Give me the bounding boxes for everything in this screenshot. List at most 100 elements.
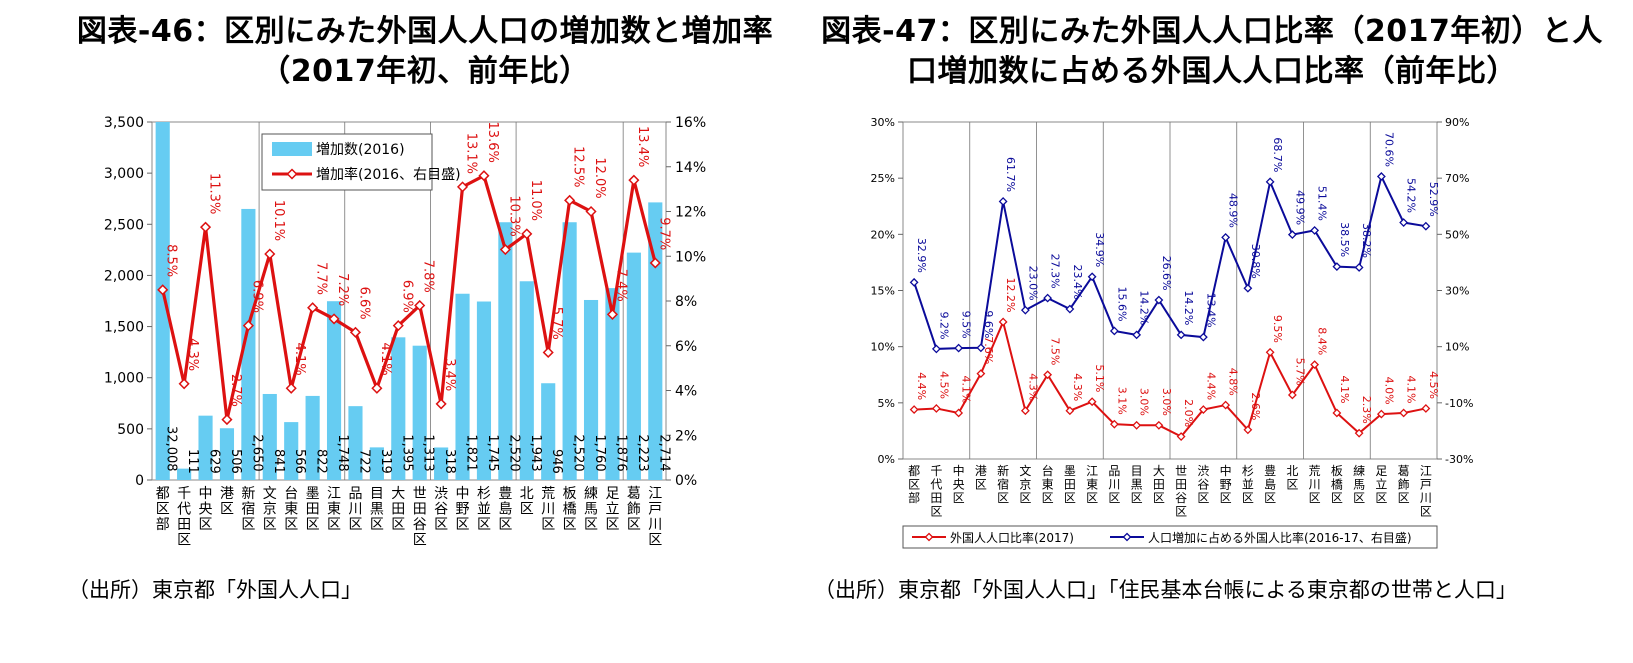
right-axis-tick-label: 16% bbox=[675, 115, 706, 131]
category-label: 代 bbox=[930, 478, 942, 492]
category-label: 区 bbox=[456, 517, 470, 533]
bar-value-label: 1,876 bbox=[613, 434, 628, 471]
growth-rate-label: 10.1% bbox=[271, 200, 286, 241]
growth-rate-point bbox=[628, 174, 640, 186]
category-label: 島 bbox=[1264, 477, 1276, 492]
foreign-ratio-point bbox=[1265, 347, 1275, 357]
growth-rate-label: 7.8% bbox=[421, 260, 436, 293]
category-label: 豊 bbox=[498, 486, 512, 502]
right-axis-tick-label: 30% bbox=[1445, 285, 1469, 298]
bar-value-label: 629 bbox=[207, 449, 222, 474]
category-label: 区 bbox=[156, 502, 170, 518]
category-label: 中 bbox=[953, 463, 965, 478]
growth-rate-point bbox=[564, 194, 576, 206]
bar bbox=[583, 299, 599, 480]
category-label: 板 bbox=[1331, 464, 1343, 478]
increase-share-point bbox=[1354, 263, 1364, 272]
foreign-ratio-point bbox=[976, 369, 986, 379]
foreign-ratio-point bbox=[1399, 408, 1409, 418]
bar-value-label: 1,821 bbox=[464, 434, 479, 471]
increase-share-label: 9.6% bbox=[982, 310, 995, 338]
left-axis-tick-label: 30% bbox=[871, 116, 895, 129]
category-label: 区 bbox=[584, 517, 598, 533]
left-axis-tick-label: 3,500 bbox=[104, 115, 144, 131]
category-label: 港 bbox=[220, 486, 234, 502]
category-label: 練 bbox=[1353, 464, 1365, 478]
left-axis-tick-label: 10% bbox=[871, 341, 895, 354]
bar bbox=[219, 428, 235, 480]
foreign-ratio-label: 3.0% bbox=[1160, 388, 1173, 416]
increase-share-point bbox=[1132, 330, 1142, 340]
category-label: 馬 bbox=[584, 502, 598, 518]
legend-red-marker bbox=[924, 532, 934, 542]
category-label: 練 bbox=[584, 486, 598, 502]
foreign-ratio-label: 3.1% bbox=[1115, 387, 1128, 415]
growth-rate-point bbox=[242, 320, 254, 332]
growth-rate-point bbox=[392, 320, 404, 332]
category-label: 橋 bbox=[563, 502, 577, 518]
foreign-ratio-label: 4.8% bbox=[1227, 368, 1240, 396]
increase-share-point bbox=[1198, 332, 1208, 342]
foreign-ratio-label: 4.0% bbox=[1382, 377, 1395, 405]
growth-rate-label: 12.5% bbox=[571, 146, 586, 187]
category-label: 田 bbox=[391, 502, 405, 518]
category-label: 文 bbox=[263, 486, 277, 502]
category-label: 千 bbox=[930, 464, 942, 478]
increase-share-label: 52.9% bbox=[1427, 182, 1440, 217]
foreign-ratio-label: 4.3% bbox=[1071, 373, 1084, 401]
category-label: 橋 bbox=[1331, 478, 1343, 492]
increase-share-point bbox=[1265, 177, 1275, 187]
category-label: 京 bbox=[1019, 478, 1031, 492]
increase-share-label: 34.9% bbox=[1093, 232, 1106, 267]
growth-rate-label: 13.4% bbox=[635, 126, 650, 167]
increase-share-label: 27.3% bbox=[1049, 254, 1062, 289]
left-axis-tick-label: 2,500 bbox=[104, 217, 144, 233]
foreign-ratio-label: 7.5% bbox=[1049, 337, 1062, 365]
category-label: 黒 bbox=[370, 502, 384, 518]
growth-rate-point bbox=[585, 205, 597, 218]
right-axis-tick-label: -10% bbox=[1445, 397, 1473, 410]
category-label: 千 bbox=[177, 486, 191, 502]
category-label: 区 bbox=[1086, 491, 1098, 505]
bar bbox=[648, 202, 663, 480]
category-label: 谷 bbox=[1175, 491, 1187, 505]
bar bbox=[155, 122, 170, 480]
left-axis-tick-label: 1,500 bbox=[104, 320, 144, 336]
growth-rate-point bbox=[328, 313, 340, 325]
growth-rate-point bbox=[435, 398, 447, 410]
left-axis-tick-label: 25% bbox=[871, 172, 895, 185]
increase-share-point bbox=[1399, 218, 1409, 227]
category-label: 田 bbox=[413, 502, 427, 518]
bar bbox=[284, 422, 299, 480]
category-label: 田 bbox=[930, 491, 942, 505]
bar-value-label: 2,714 bbox=[656, 434, 671, 471]
category-label: 川 bbox=[648, 517, 662, 533]
category-label: 区 bbox=[241, 517, 255, 533]
legend-line-marker bbox=[286, 168, 298, 180]
foreign-ratio-point bbox=[1176, 432, 1186, 441]
bar bbox=[391, 337, 406, 480]
category-label: 杉 bbox=[1242, 464, 1254, 478]
right-axis-tick-label: 0% bbox=[675, 473, 697, 489]
category-label: 区 bbox=[1398, 491, 1410, 505]
bar bbox=[262, 393, 277, 480]
bar-value-label: 32,008 bbox=[164, 426, 179, 472]
foreign-ratio-point bbox=[998, 317, 1008, 327]
foreign-ratio-label: 8.4% bbox=[1316, 327, 1329, 355]
category-label: 区 bbox=[1064, 491, 1076, 505]
category-label: 谷 bbox=[434, 502, 448, 518]
category-label: 江 bbox=[327, 486, 341, 502]
category-label: 葛 bbox=[1398, 464, 1410, 478]
category-label: 区 bbox=[1220, 491, 1232, 505]
bar bbox=[605, 288, 620, 480]
category-label: 台 bbox=[284, 486, 298, 502]
increase-share-label: 23.0% bbox=[1026, 266, 1039, 301]
category-label: 田 bbox=[177, 517, 191, 533]
growth-rate-point bbox=[371, 382, 383, 394]
right-axis-tick-label: 12% bbox=[675, 205, 706, 221]
category-label: 京 bbox=[263, 502, 277, 518]
category-label: 区 bbox=[220, 502, 234, 518]
left-axis-tick-label: 500 bbox=[117, 422, 144, 438]
category-label: 区 bbox=[1131, 491, 1143, 505]
growth-rate-label: 11.3% bbox=[207, 173, 222, 214]
